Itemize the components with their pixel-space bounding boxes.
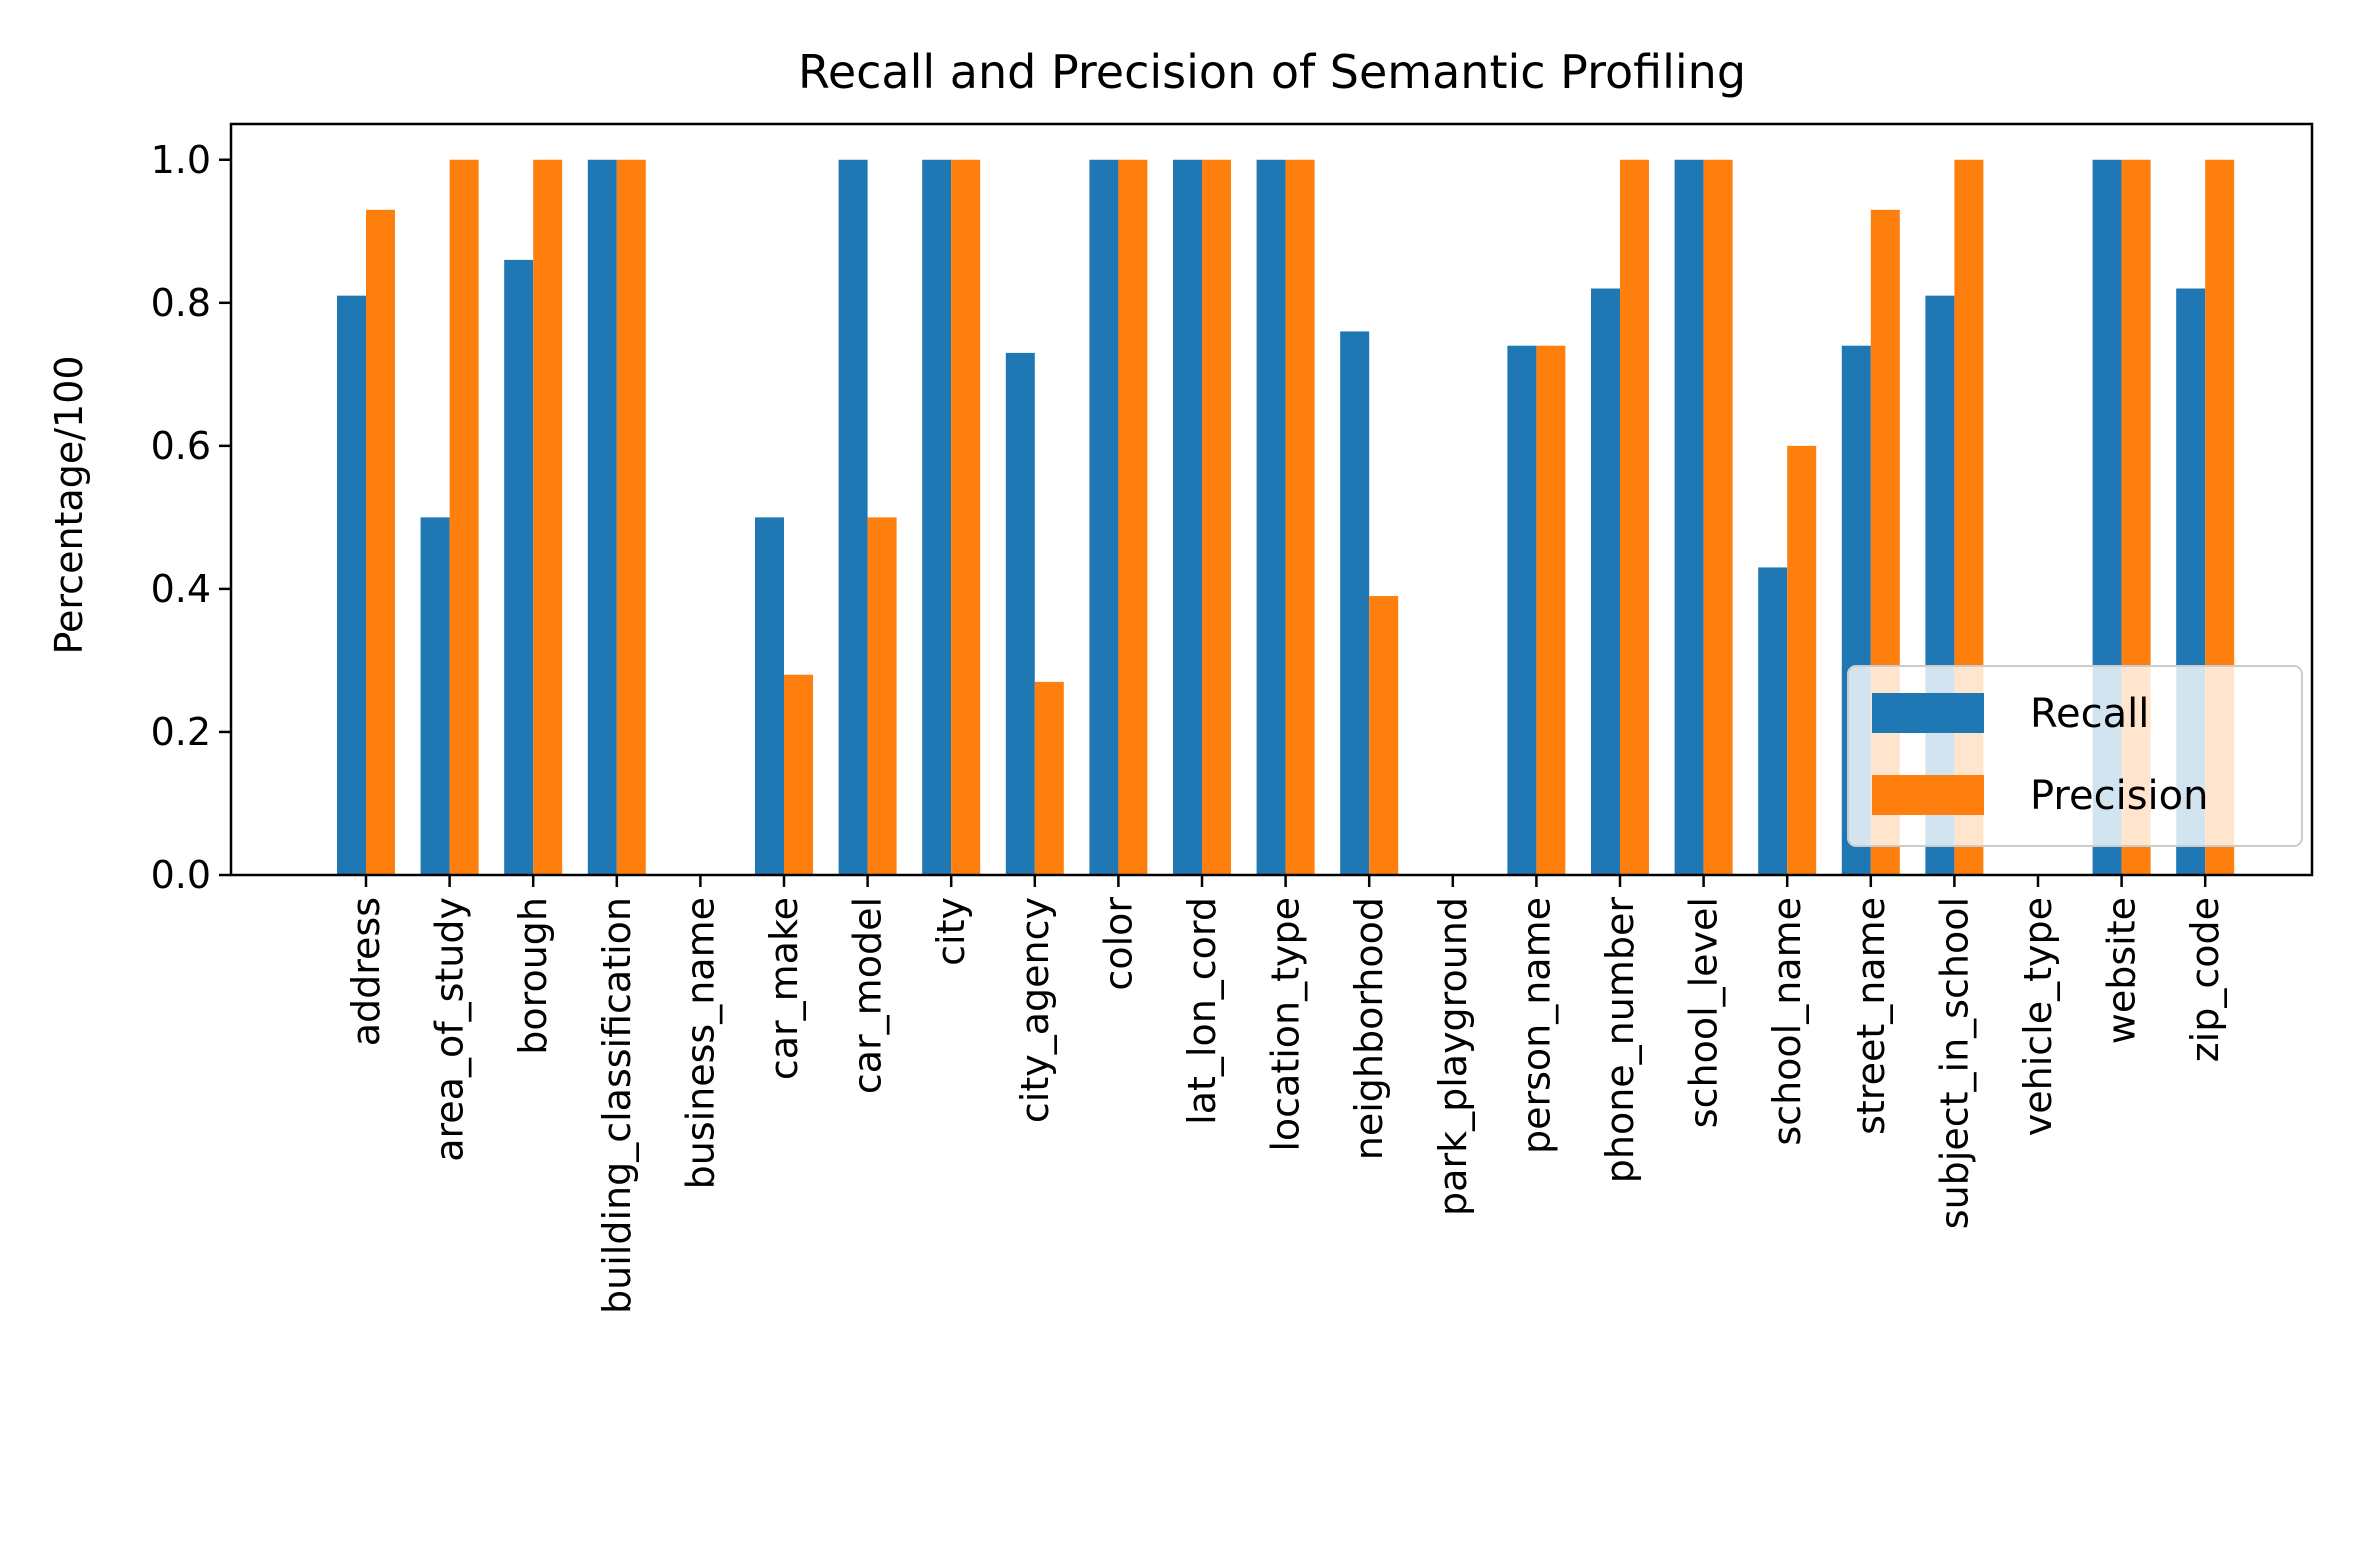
legend-swatch-recall: [1872, 693, 1984, 733]
bar-precision-borough: [533, 159, 563, 875]
bars-group: [337, 159, 2235, 876]
x-tick-label-website: website: [2100, 897, 2144, 1044]
bar-recall-color: [1089, 159, 1119, 875]
bar-precision-car_model: [867, 517, 897, 875]
x-tick-label-car_model: car_model: [846, 897, 890, 1094]
x-tick-label-park_playground: park_playground: [1431, 897, 1475, 1216]
x-tick-label-school_name: school_name: [1765, 897, 1809, 1146]
bar-recall-city: [922, 159, 952, 875]
legend-label-recall: Recall: [2030, 691, 2149, 737]
bar-precision-phone_number: [1620, 159, 1649, 875]
legend-swatch-precision: [1872, 775, 1984, 815]
chart-title: Recall and Precision of Semantic Profili…: [798, 45, 1746, 99]
x-tick-label-neighborhood: neighborhood: [1347, 897, 1391, 1160]
bar-precision-school_name: [1787, 445, 1817, 875]
y-tick-label: 0.6: [151, 424, 211, 468]
bar-precision-lat_lon_cord: [1202, 159, 1231, 875]
y-tick-label: 0.4: [151, 567, 211, 611]
bar-precision-car_make: [784, 674, 813, 875]
bar-recall-school_name: [1758, 567, 1788, 875]
bar-recall-car_model: [838, 159, 868, 875]
bar-recall-person_name: [1507, 345, 1537, 875]
x-tick-label-address: address: [344, 897, 388, 1046]
plot-frame: [229, 122, 2314, 877]
bar-precision-address: [366, 209, 395, 876]
bar-recall-school_level: [1674, 159, 1704, 875]
bar-precision-school_level: [1703, 159, 1733, 875]
x-tick-label-color: color: [1096, 897, 1140, 991]
bar-precision-city_agency: [1034, 681, 1064, 875]
x-tick-label-subject_in_school: subject_in_school: [1932, 897, 1976, 1229]
x-tick-label-business_name: business_name: [678, 897, 722, 1189]
x-tick-label-lat_lon_cord: lat_lon_cord: [1180, 897, 1224, 1125]
legend: Recall Precision: [1847, 665, 2303, 847]
bar-precision-location_type: [1285, 159, 1315, 875]
y-axis-label: Percentage/100: [47, 355, 91, 654]
y-tick-label: 1.0: [151, 138, 211, 182]
bar-recall-location_type: [1256, 159, 1286, 875]
bar-recall-neighborhood: [1340, 331, 1370, 875]
x-tick-label-phone_number: phone_number: [1598, 897, 1642, 1184]
legend-label-precision: Precision: [2030, 773, 2208, 819]
x-tick-label-vehicle_type: vehicle_type: [2016, 897, 2060, 1136]
bar-precision-neighborhood: [1369, 596, 1399, 875]
bar-recall-phone_number: [1591, 288, 1620, 875]
y-tick-label: 0.8: [151, 281, 211, 325]
bar-recall-building_classification: [587, 159, 617, 875]
bar-precision-color: [1118, 159, 1148, 875]
x-tick-label-location_type: location_type: [1264, 897, 1308, 1152]
bar-recall-borough: [504, 259, 534, 875]
x-tick-label-zip_code: zip_code: [2183, 897, 2227, 1062]
bar-recall-address: [337, 295, 366, 876]
x-tick-label-person_name: person_name: [1514, 897, 1558, 1154]
bar-recall-lat_lon_cord: [1173, 159, 1202, 875]
bar-precision-area_of_study: [449, 159, 479, 875]
bar-recall-area_of_study: [420, 517, 450, 875]
x-tick-label-building_classification: building_classification: [595, 897, 639, 1314]
bar-recall-city_agency: [1005, 352, 1035, 875]
x-tick-label-school_level: school_level: [1682, 897, 1726, 1128]
y-axis-ticks: 0.0 0.2 0.4 0.6 0.8 1.0: [151, 138, 231, 897]
x-tick-label-area_of_study: area_of_study: [428, 897, 472, 1162]
bar-precision-person_name: [1536, 345, 1566, 875]
x-tick-label-car_make: car_make: [762, 897, 806, 1080]
x-tick-label-street_name: street_name: [1849, 897, 1893, 1135]
x-tick-label-city: city: [929, 897, 973, 966]
y-tick-label: 0.0: [151, 853, 211, 897]
bar-recall-car_make: [755, 517, 784, 875]
x-tick-label-city_agency: city_agency: [1013, 897, 1057, 1123]
x-tick-label-borough: borough: [511, 897, 555, 1055]
bar-precision-city: [951, 159, 981, 875]
x-axis-ticks: address area_of_study borough building_clas…: [344, 875, 2227, 1314]
bar-precision-building_classification: [616, 159, 646, 875]
y-tick-label: 0.2: [151, 710, 211, 754]
